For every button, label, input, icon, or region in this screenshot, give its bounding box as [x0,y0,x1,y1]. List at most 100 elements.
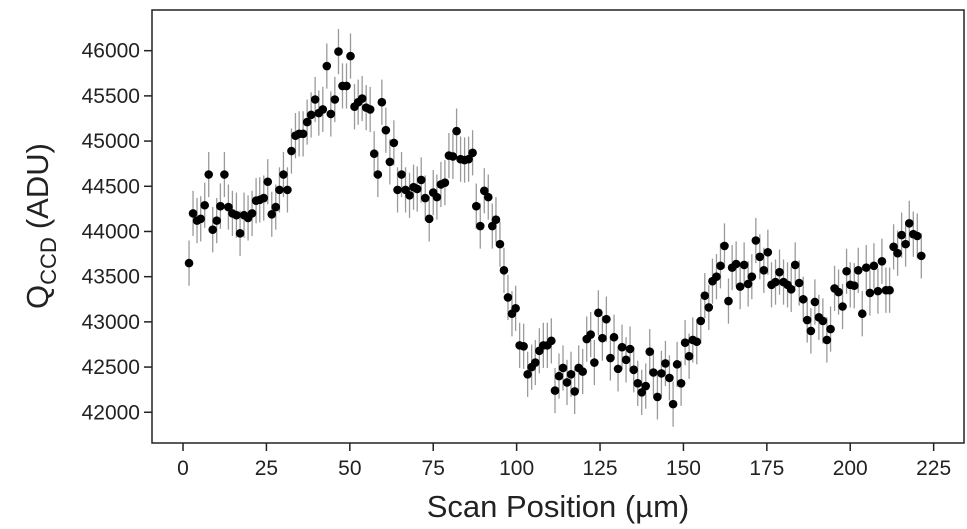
data-point [471,201,481,211]
data-point [287,146,296,156]
plot-frame [151,9,965,444]
y-tick-label: 43500 [82,266,140,289]
data-point [798,294,808,304]
data-point [393,185,402,195]
data-point [487,221,497,231]
data-point [523,369,532,379]
x-tick-label: 225 [916,457,951,480]
data-point [184,258,194,268]
data-point [609,332,619,342]
data-point [558,363,568,373]
data-point [700,291,710,300]
data-point [389,138,399,148]
data-point [712,272,721,281]
data-point [397,170,406,179]
data-point [747,272,757,281]
data-point [283,185,292,195]
data-point [495,239,505,249]
data-point [519,341,528,351]
data-point [318,105,328,114]
data-point [724,296,733,306]
data-point [865,288,875,298]
y-tick-label: 45000 [82,130,140,153]
data-point [853,266,863,275]
data-point [385,157,395,167]
y-tick-label: 42000 [82,401,140,424]
data-point [731,259,741,269]
data-point [306,110,316,120]
data-point [625,344,635,354]
data-point [912,231,922,241]
data-point [590,358,599,367]
data-point [247,209,257,218]
data-point [357,94,367,103]
data-point [330,95,340,104]
data-point [621,355,631,365]
data-point [586,330,595,339]
data-point [763,247,773,257]
data-point [818,316,828,326]
data-point [613,364,623,374]
y-label-unit: (ADU) [20,143,55,229]
data-point [550,386,560,395]
data-point [200,200,210,210]
data-point [271,202,281,212]
x-tick-label: 200 [833,457,868,480]
data-point [838,302,847,311]
y-tick-label: 42500 [82,356,140,379]
data-point [696,316,706,326]
y-tick-label: 46000 [82,40,140,63]
data-point [377,97,387,107]
data-point [743,279,753,289]
data-point [641,381,651,391]
y-label-main: Q [20,285,55,309]
data-point [267,209,277,219]
y-tick-label: 44000 [82,220,140,243]
data-point [365,105,375,114]
y-label-subscript: CCD [36,237,61,285]
x-tick-label: 25 [255,457,278,480]
x-tick-label: 175 [749,457,784,480]
data-point [302,117,312,127]
data-point [790,260,800,270]
data-point [893,248,902,258]
data-point [468,148,477,158]
data-point [617,342,627,352]
data-point [826,324,835,334]
data-point [224,202,233,212]
data-point [755,252,765,262]
data-point [849,281,859,291]
data-point [322,61,332,71]
y-tick-label: 44500 [82,175,140,198]
data-point [771,277,780,287]
data-point [692,337,702,347]
data-point [759,266,769,275]
y-tick-label: 45500 [82,85,140,108]
data-point [916,251,926,261]
data-point [503,293,513,302]
data-point [672,360,682,369]
data-point [794,278,804,288]
data-point [720,241,729,251]
x-tick-label: 50 [338,457,361,480]
data-point [531,358,540,367]
data-point [204,170,214,179]
data-point [346,51,355,61]
data-point [680,338,690,347]
data-point [566,369,576,379]
data-point [751,236,761,245]
x-tick-label: 150 [666,457,701,480]
data-point [208,225,218,234]
data-point [310,95,320,104]
data-point [326,109,336,119]
data-point [869,261,879,271]
data-point [475,221,485,231]
data-point [499,266,509,275]
x-tick-label: 125 [583,457,618,480]
data-point [464,154,473,164]
data-point [448,152,458,161]
data-point [802,315,812,325]
y-tick-label: 43000 [82,311,140,334]
data-point [668,399,678,409]
